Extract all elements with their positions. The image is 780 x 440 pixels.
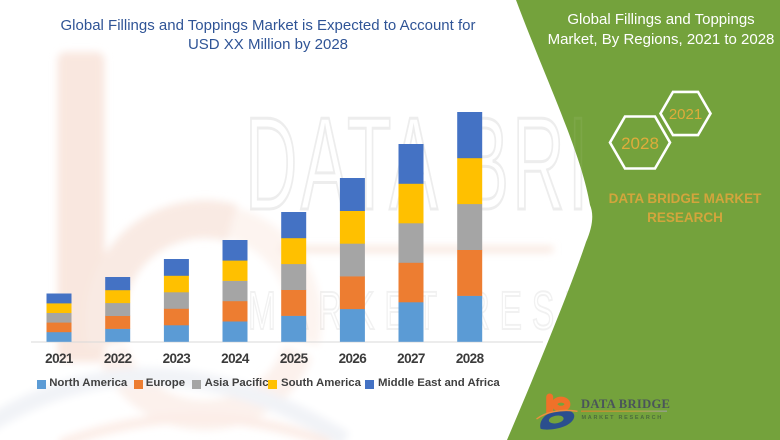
svg-text:2028: 2028 <box>621 134 659 153</box>
svg-text:MARKET RESEARCH: MARKET RESEARCH <box>582 415 663 421</box>
svg-text:DATA BRIDGE: DATA BRIDGE <box>581 397 670 411</box>
svg-text:2021: 2021 <box>669 106 702 123</box>
